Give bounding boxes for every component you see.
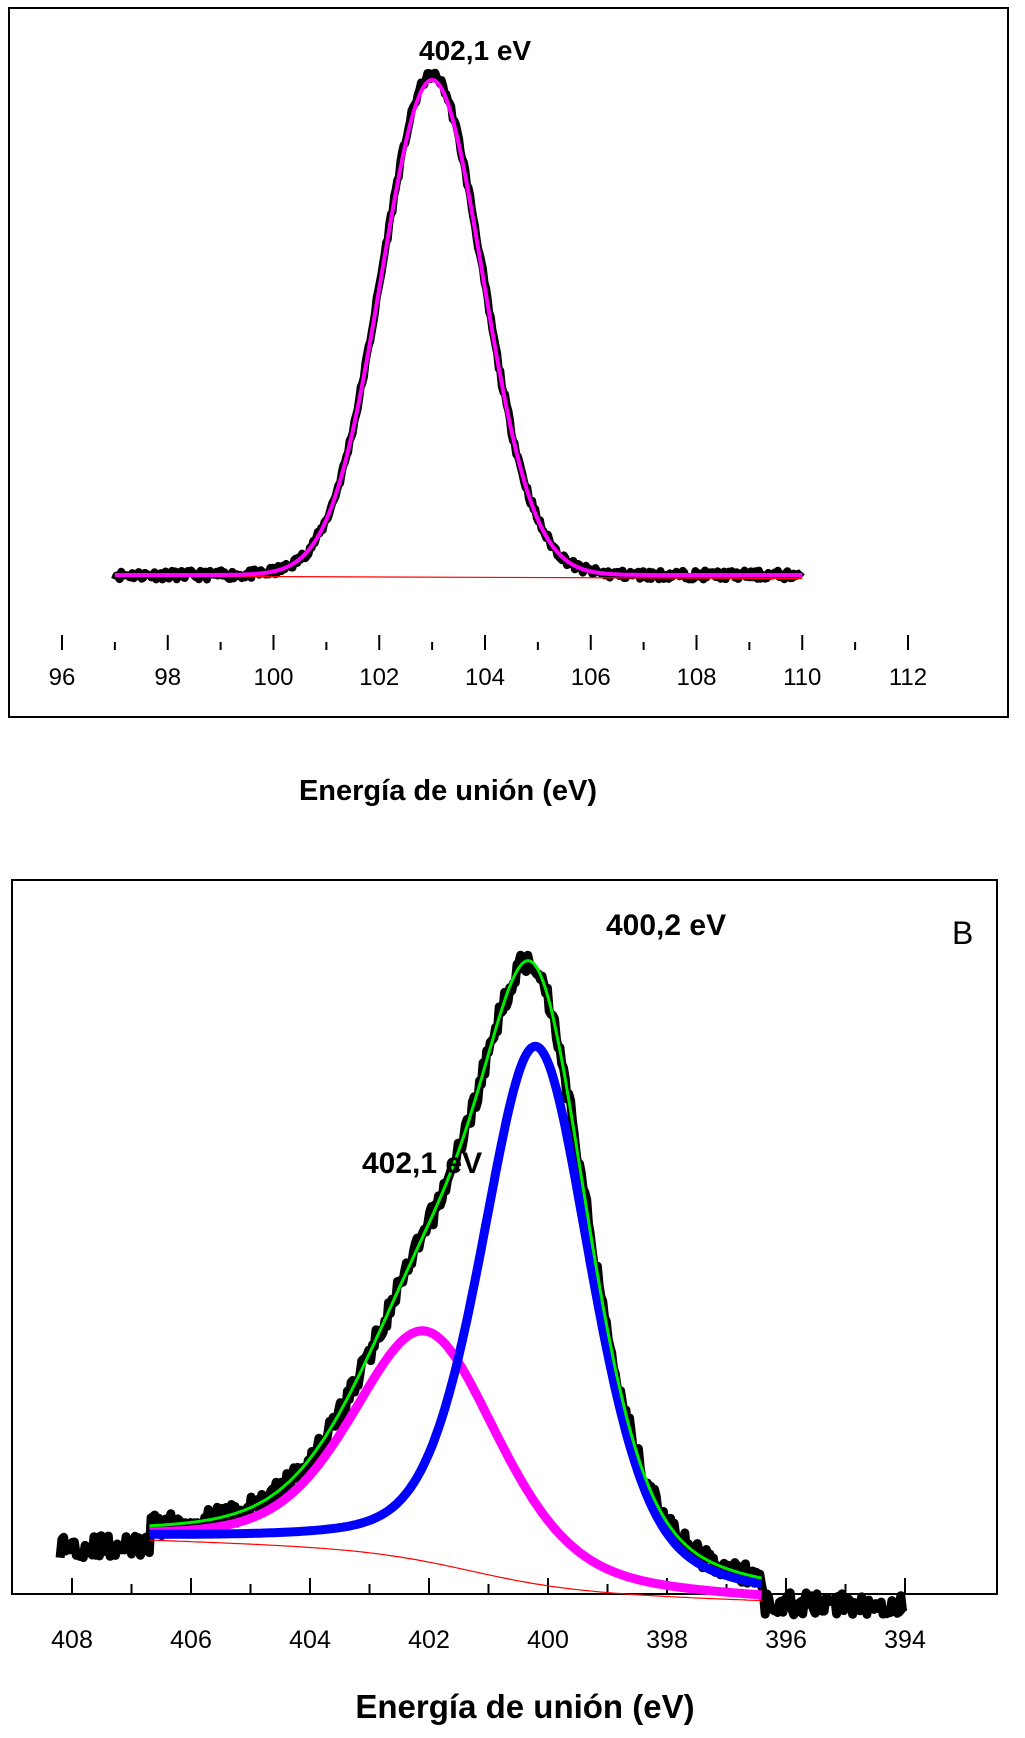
- envelope-line-b: [149, 959, 762, 1580]
- x-tick-label-b: 398: [646, 1626, 688, 1654]
- x-tick-label-a: 110: [783, 664, 821, 691]
- annotation-a-peak: 402,1 eV: [419, 35, 531, 66]
- x-tick-label-b: 402: [408, 1626, 450, 1654]
- x-tick-labels-b: 408 406 404 402 400 398 396 394: [51, 1626, 926, 1654]
- panel-b: 408 406 404 402 400 398 396 394 B 400,2 eV 402,…: [11, 879, 998, 1725]
- experimental-line-b: [55, 950, 908, 1620]
- annotation-b-main-peak: 400,2 eV: [606, 909, 726, 942]
- x-tick-label-a: 98: [154, 664, 181, 691]
- x-tick-label-a: 112: [889, 664, 927, 691]
- x-tick-label-b: 406: [170, 1626, 212, 1654]
- x-tick-label-b: 404: [289, 1626, 331, 1654]
- component-line-400-2: [149, 1041, 763, 1589]
- x-tick-labels-a: 96 98 100 102 104 106 108 110 112: [49, 664, 927, 691]
- x-ticks-a: [61, 635, 909, 650]
- x-axis-title-b: Energía de unión (eV): [355, 1688, 694, 1725]
- fit-line-a: [114, 77, 803, 577]
- x-tick-label-b: 408: [51, 1626, 93, 1654]
- plot-frame-a: [8, 7, 1009, 718]
- x-tick-label-b: 400: [527, 1626, 569, 1654]
- x-axis-title-a: Energía de unión (eV): [299, 775, 597, 807]
- baseline-line-b: [149, 1539, 763, 1602]
- x-tick-label-a: 96: [49, 664, 76, 691]
- x-tick-label-a: 108: [676, 664, 716, 691]
- x-tick-label-b: 396: [765, 1626, 807, 1654]
- x-ticks-b: [71, 1578, 906, 1594]
- plot-frame-b: [11, 879, 998, 1595]
- panel-a: 96 98 100 102 104 106 108 110 112 402,1 eV Energ…: [8, 7, 1009, 807]
- series-a: [111, 68, 805, 584]
- x-tick-label-a: 104: [465, 664, 505, 691]
- panel-letter-b: B: [952, 915, 973, 951]
- x-tick-label-a: 106: [571, 664, 611, 691]
- x-tick-label-a: 102: [359, 664, 399, 691]
- x-tick-label-a: 100: [253, 664, 293, 691]
- annotation-b-shoulder: 402,1 eV: [362, 1147, 482, 1180]
- series-b: [55, 950, 908, 1620]
- x-tick-label-b: 394: [884, 1626, 926, 1654]
